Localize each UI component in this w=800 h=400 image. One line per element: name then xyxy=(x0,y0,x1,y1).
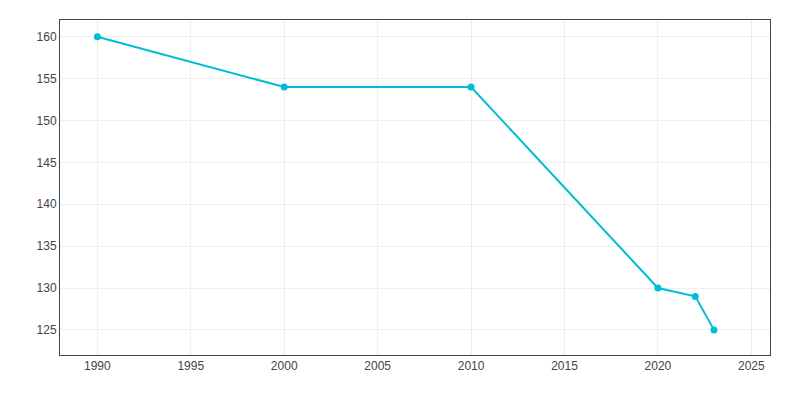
svg-text:135: 135 xyxy=(37,239,57,253)
svg-text:155: 155 xyxy=(37,72,57,86)
svg-text:130: 130 xyxy=(37,281,57,295)
svg-text:2020: 2020 xyxy=(645,359,672,373)
svg-text:2025: 2025 xyxy=(738,359,765,373)
svg-text:160: 160 xyxy=(37,30,57,44)
svg-text:1995: 1995 xyxy=(177,359,204,373)
svg-text:2000: 2000 xyxy=(271,359,298,373)
svg-text:125: 125 xyxy=(37,323,57,337)
svg-text:1990: 1990 xyxy=(84,359,111,373)
svg-text:145: 145 xyxy=(37,156,57,170)
svg-text:150: 150 xyxy=(37,114,57,128)
svg-text:2010: 2010 xyxy=(458,359,485,373)
svg-text:2015: 2015 xyxy=(551,359,578,373)
svg-text:140: 140 xyxy=(37,197,57,211)
svg-text:2005: 2005 xyxy=(364,359,391,373)
